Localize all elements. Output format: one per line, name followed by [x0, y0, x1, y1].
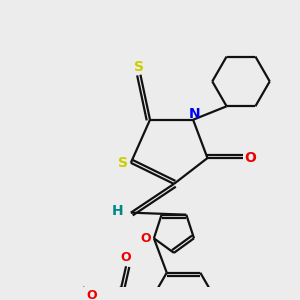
- Text: O: O: [244, 151, 256, 165]
- Text: H: H: [112, 204, 123, 218]
- Text: S: S: [118, 156, 128, 170]
- Text: N: N: [189, 107, 201, 121]
- Text: O: O: [86, 289, 97, 300]
- Text: S: S: [134, 60, 143, 74]
- Text: O: O: [140, 232, 151, 245]
- Text: O: O: [121, 251, 131, 264]
